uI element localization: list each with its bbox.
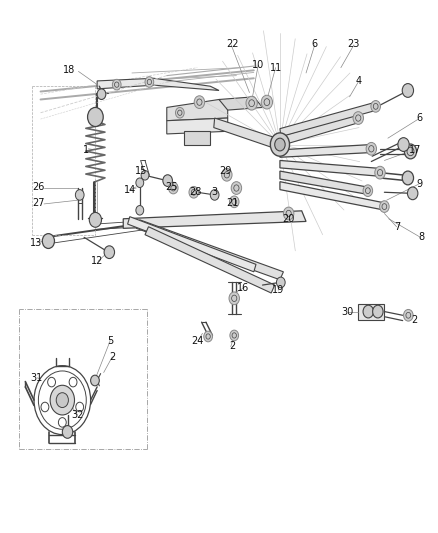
Polygon shape — [127, 216, 256, 272]
Circle shape — [261, 95, 272, 109]
Circle shape — [229, 292, 240, 305]
Text: 13: 13 — [30, 238, 42, 248]
Polygon shape — [167, 118, 228, 134]
Circle shape — [210, 190, 219, 200]
Circle shape — [363, 305, 374, 318]
Circle shape — [141, 171, 149, 180]
Circle shape — [275, 138, 285, 151]
Circle shape — [50, 385, 74, 415]
Circle shape — [402, 84, 413, 98]
Polygon shape — [358, 304, 385, 319]
Polygon shape — [280, 160, 381, 176]
Text: 1: 1 — [83, 145, 89, 155]
Text: 25: 25 — [165, 182, 177, 192]
Text: 24: 24 — [191, 336, 203, 346]
Circle shape — [91, 375, 99, 386]
Text: 4: 4 — [355, 76, 361, 86]
Text: 2: 2 — [412, 314, 418, 325]
Text: 9: 9 — [416, 179, 422, 189]
Text: 6: 6 — [416, 113, 422, 123]
Circle shape — [145, 77, 154, 87]
Circle shape — [283, 207, 294, 220]
Circle shape — [402, 171, 413, 185]
Circle shape — [276, 277, 285, 288]
Circle shape — [194, 96, 205, 109]
Polygon shape — [280, 102, 377, 136]
Polygon shape — [214, 118, 280, 150]
Text: 14: 14 — [124, 184, 136, 195]
Polygon shape — [97, 78, 219, 91]
Polygon shape — [184, 131, 210, 144]
Text: 17: 17 — [409, 145, 421, 155]
Circle shape — [204, 331, 212, 342]
Polygon shape — [167, 100, 228, 120]
Text: 3: 3 — [212, 187, 218, 197]
Circle shape — [163, 175, 173, 187]
Circle shape — [88, 108, 103, 126]
Text: 2: 2 — [229, 341, 235, 351]
Circle shape — [407, 187, 418, 200]
Text: 6: 6 — [312, 39, 318, 49]
Polygon shape — [136, 220, 283, 280]
Polygon shape — [123, 211, 306, 228]
Circle shape — [189, 187, 198, 198]
Circle shape — [136, 206, 144, 215]
Polygon shape — [280, 114, 360, 146]
Circle shape — [230, 196, 239, 208]
Circle shape — [246, 96, 257, 110]
Text: 18: 18 — [63, 66, 75, 75]
Polygon shape — [280, 144, 372, 157]
Text: 29: 29 — [219, 166, 232, 176]
Circle shape — [75, 190, 84, 200]
Circle shape — [56, 393, 68, 408]
Text: 19: 19 — [272, 285, 284, 295]
Text: 27: 27 — [32, 198, 45, 208]
Circle shape — [136, 178, 144, 188]
Circle shape — [104, 246, 115, 259]
Circle shape — [375, 166, 385, 179]
Circle shape — [398, 138, 409, 151]
Text: 30: 30 — [341, 306, 353, 317]
Text: 28: 28 — [189, 187, 201, 197]
Text: 21: 21 — [226, 198, 238, 208]
Text: 26: 26 — [32, 182, 45, 192]
Circle shape — [176, 108, 184, 118]
Circle shape — [97, 89, 106, 100]
Circle shape — [371, 101, 381, 112]
Text: 16: 16 — [237, 282, 249, 293]
Text: 31: 31 — [30, 373, 42, 383]
Text: 8: 8 — [418, 232, 424, 243]
Text: 15: 15 — [134, 166, 147, 176]
Circle shape — [169, 182, 178, 194]
Text: 23: 23 — [348, 39, 360, 49]
Text: 2: 2 — [109, 352, 116, 361]
Text: 12: 12 — [91, 256, 103, 266]
Text: 10: 10 — [252, 60, 264, 70]
Polygon shape — [145, 227, 275, 293]
Circle shape — [404, 144, 417, 159]
Text: 32: 32 — [71, 410, 84, 420]
Circle shape — [270, 133, 290, 156]
Circle shape — [363, 185, 373, 197]
Circle shape — [380, 201, 389, 213]
Text: 11: 11 — [269, 63, 282, 72]
Text: 20: 20 — [283, 214, 295, 224]
Text: 22: 22 — [226, 39, 238, 49]
Polygon shape — [280, 171, 368, 195]
Circle shape — [89, 213, 102, 227]
Circle shape — [42, 233, 54, 248]
Circle shape — [353, 112, 364, 124]
Circle shape — [222, 168, 232, 181]
Text: 5: 5 — [107, 336, 113, 346]
Circle shape — [366, 142, 377, 155]
Text: 7: 7 — [394, 222, 401, 232]
Polygon shape — [280, 182, 385, 211]
Circle shape — [373, 305, 383, 318]
Circle shape — [113, 79, 121, 90]
Circle shape — [62, 425, 73, 438]
Circle shape — [403, 310, 413, 321]
Circle shape — [230, 330, 239, 341]
Circle shape — [231, 182, 242, 195]
Polygon shape — [219, 97, 262, 110]
